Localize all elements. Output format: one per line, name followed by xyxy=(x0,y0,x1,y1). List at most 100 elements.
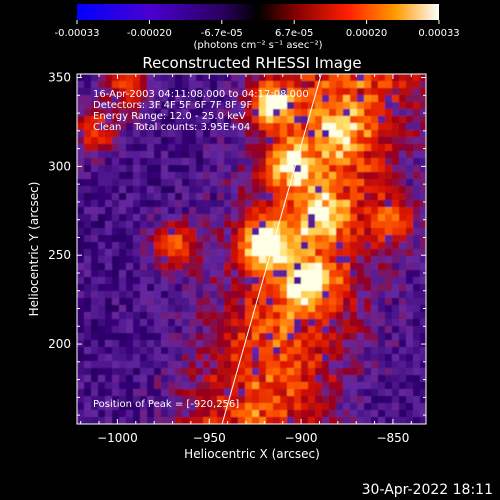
heatmap-cell xyxy=(301,354,309,362)
heatmap-cell xyxy=(168,263,176,271)
heatmap-cell xyxy=(322,123,330,131)
heatmap-cell xyxy=(371,102,379,110)
heatmap-cell xyxy=(301,298,309,306)
heatmap-cell xyxy=(406,151,414,159)
heatmap-cell xyxy=(413,263,421,271)
heatmap-cell xyxy=(266,389,274,397)
heatmap-cell xyxy=(399,375,407,383)
heatmap-cell xyxy=(119,88,127,96)
heatmap-cell xyxy=(133,144,141,152)
heatmap-cell xyxy=(84,165,92,173)
heatmap-cell xyxy=(175,277,183,285)
heatmap-cell xyxy=(364,382,372,390)
heatmap-cell xyxy=(343,277,351,285)
heatmap-cell xyxy=(308,200,316,208)
heatmap-cell xyxy=(140,207,148,215)
heatmap-cell xyxy=(203,277,211,285)
heatmap-cell xyxy=(420,200,426,208)
heatmap-cell xyxy=(217,130,225,138)
heatmap-cell xyxy=(245,403,253,411)
heatmap-cell xyxy=(196,298,204,306)
heatmap-cell xyxy=(364,116,372,124)
heatmap-cell xyxy=(392,340,400,348)
heatmap-cell xyxy=(224,207,232,215)
heatmap-cell xyxy=(217,193,225,201)
heatmap-cell xyxy=(154,326,162,334)
heatmap-cell xyxy=(350,368,358,376)
heatmap-cell xyxy=(273,165,281,173)
heatmap-cell xyxy=(329,410,337,418)
heatmap-cell xyxy=(378,179,386,187)
heatmap-cell xyxy=(322,228,330,236)
heatmap-cell xyxy=(399,228,407,236)
heatmap-cell xyxy=(196,214,204,222)
x-axis-label: Heliocentric X (arcsec) xyxy=(184,447,320,461)
heatmap-cell xyxy=(245,172,253,180)
heatmap-cell xyxy=(343,263,351,271)
heatmap-cell xyxy=(385,130,393,138)
heatmap-cell xyxy=(182,165,190,173)
heatmap-cell xyxy=(126,102,134,110)
heatmap-cell xyxy=(196,81,204,89)
heatmap-cell xyxy=(189,375,197,383)
heatmap-cell xyxy=(182,221,190,229)
heatmap-cell xyxy=(98,284,106,292)
heatmap-cell xyxy=(392,312,400,320)
heatmap-cell xyxy=(119,158,127,166)
heatmap-cell xyxy=(259,109,267,117)
heatmap-cell xyxy=(112,214,120,222)
heatmap-cell xyxy=(77,102,85,110)
heatmap-cell xyxy=(301,319,309,327)
heatmap-cell xyxy=(259,417,267,424)
heatmap-cell xyxy=(224,88,232,96)
heatmap-cell xyxy=(357,249,365,257)
heatmap-cell xyxy=(189,403,197,411)
heatmap-cell xyxy=(161,403,169,411)
heatmap-cell xyxy=(154,291,162,299)
heatmap-cell xyxy=(217,361,225,369)
heatmap-cell xyxy=(77,270,85,278)
heatmap-cell xyxy=(287,74,295,82)
heatmap-cell xyxy=(98,179,106,187)
heatmap-cell xyxy=(77,179,85,187)
heatmap-cell xyxy=(308,207,316,215)
heatmap-cell xyxy=(308,340,316,348)
heatmap-cell xyxy=(224,291,232,299)
heatmap-cell xyxy=(420,228,426,236)
heatmap-cell xyxy=(196,256,204,264)
x-tick-label: −900 xyxy=(285,431,318,445)
heatmap-cell xyxy=(329,256,337,264)
heatmap-cell xyxy=(119,305,127,313)
heatmap-cell xyxy=(154,95,162,103)
heatmap-cell xyxy=(406,396,414,404)
heatmap-cell xyxy=(413,354,421,362)
heatmap-cell xyxy=(273,242,281,250)
heatmap-cell xyxy=(371,249,379,257)
heatmap-cell xyxy=(273,319,281,327)
heatmap-cell xyxy=(378,88,386,96)
heatmap-cell xyxy=(168,305,176,313)
heatmap-cell xyxy=(105,410,113,418)
heatmap-cell xyxy=(385,403,393,411)
heatmap-cell xyxy=(182,88,190,96)
heatmap-cell xyxy=(294,172,302,180)
heatmap-cell xyxy=(175,326,183,334)
heatmap-cell xyxy=(91,144,99,152)
heatmap-cell xyxy=(98,326,106,334)
heatmap-cell xyxy=(406,109,414,117)
heatmap-cell xyxy=(98,361,106,369)
heatmap-cell xyxy=(399,242,407,250)
heatmap-cell xyxy=(392,81,400,89)
heatmap-cell xyxy=(91,417,99,424)
heatmap-cell xyxy=(322,326,330,334)
heatmap-cell xyxy=(315,305,323,313)
heatmap-cell xyxy=(399,333,407,341)
heatmap-cell xyxy=(112,193,120,201)
heatmap-cell xyxy=(189,137,197,145)
heatmap-cell xyxy=(182,347,190,355)
heatmap-cell xyxy=(133,298,141,306)
heatmap-cell xyxy=(154,81,162,89)
heatmap-cell xyxy=(245,361,253,369)
heatmap-cell xyxy=(301,221,309,229)
heatmap-cell xyxy=(252,382,260,390)
